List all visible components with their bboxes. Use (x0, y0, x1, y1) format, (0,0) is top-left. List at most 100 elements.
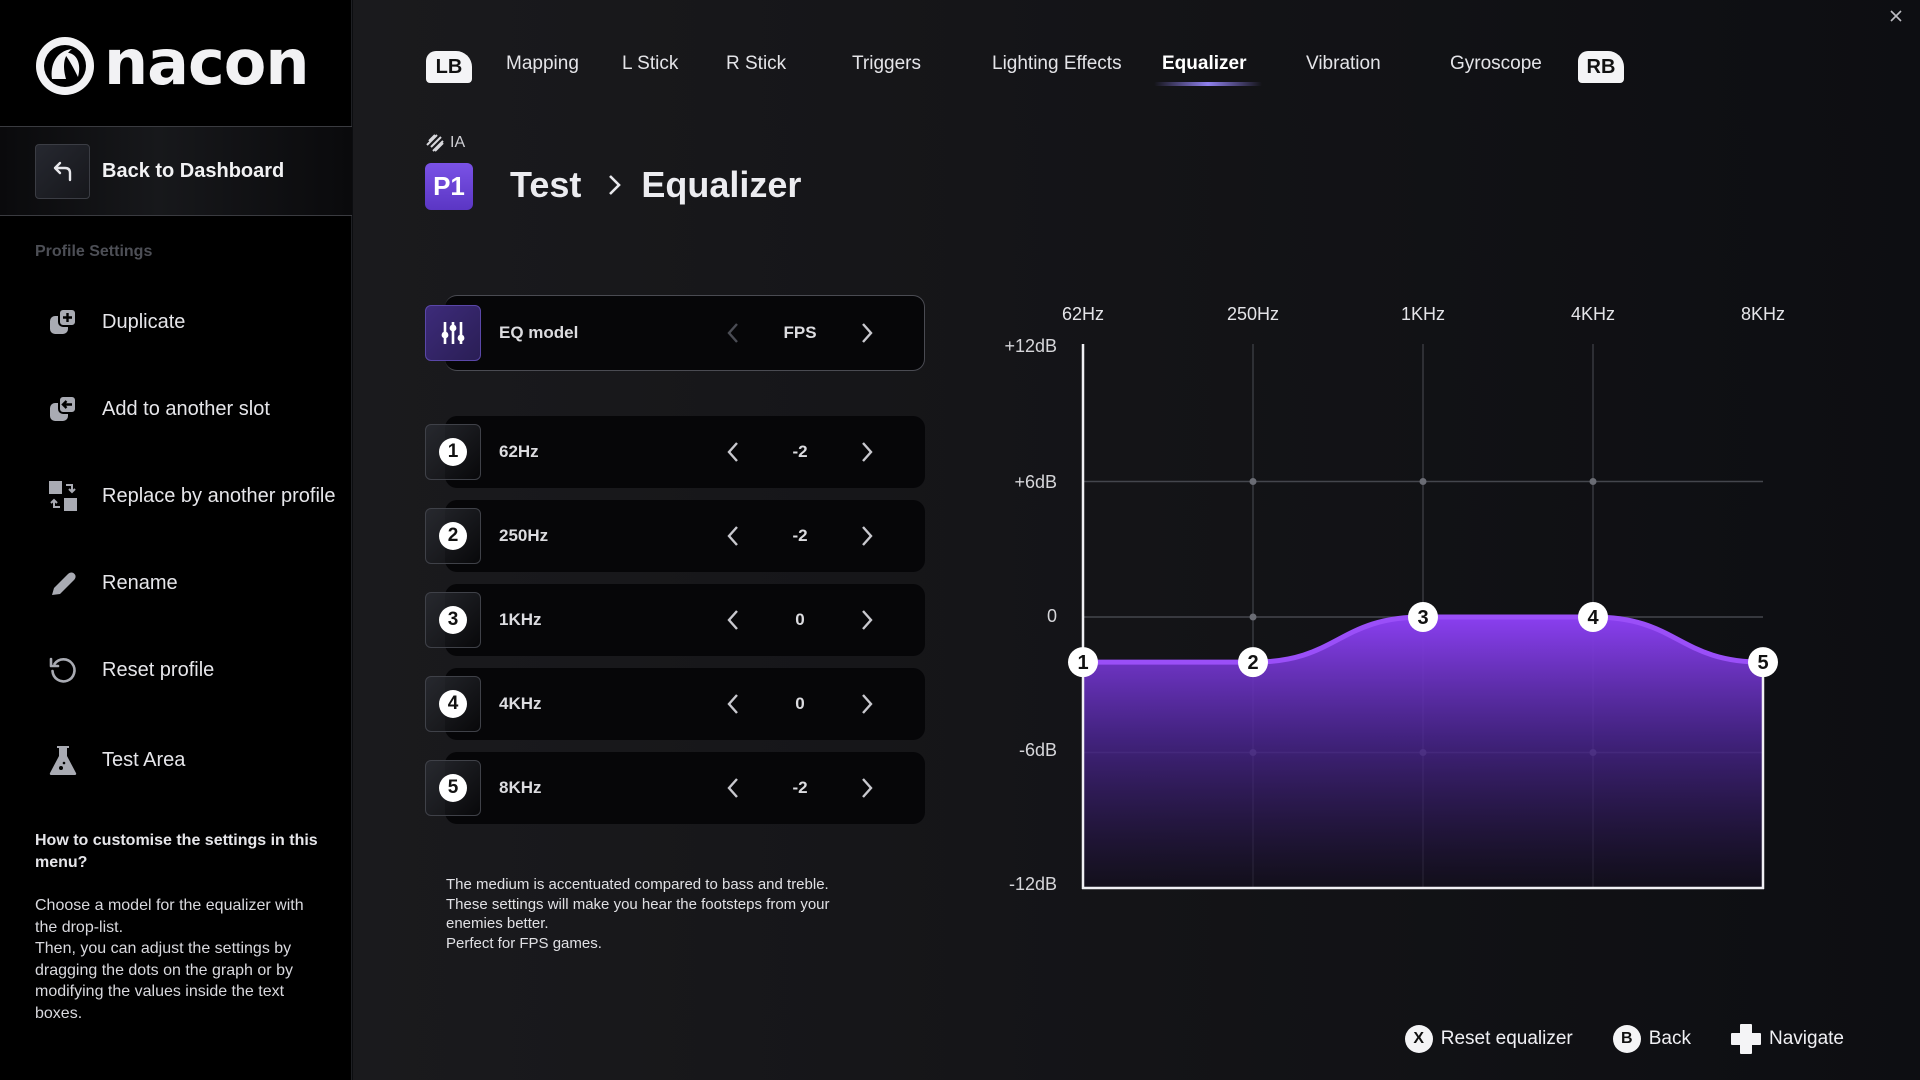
band-label: 8KHz (499, 778, 542, 797)
band-decrease-button[interactable] (719, 438, 747, 466)
band-decrease-button[interactable] (719, 690, 747, 718)
reset-icon (46, 653, 80, 687)
band-increase-button[interactable] (853, 438, 881, 466)
svg-text:3: 3 (1417, 607, 1428, 629)
replace-by-another-profile-label: Replace by another profile (102, 484, 336, 507)
help-title: How to customise the settings in this me… (35, 832, 318, 871)
tab-mapping[interactable]: Mapping (506, 53, 579, 74)
close-icon (1890, 10, 1902, 22)
chevron-right-icon (862, 323, 873, 343)
sidebar-item-test-area[interactable]: Test Area (0, 732, 352, 788)
band-row-62hz: 1 62Hz -2 (425, 416, 925, 488)
b-button-icon: B (1612, 1025, 1641, 1053)
dpad-icon (1731, 1024, 1761, 1054)
eq-model-label: EQ model (499, 323, 579, 342)
eq-point-2[interactable]: 2 (1238, 647, 1268, 678)
band-row-bg (445, 668, 925, 740)
back-arrow-icon (35, 143, 90, 199)
tab-triggers[interactable]: Triggers (852, 53, 921, 74)
breadcrumb-profile[interactable]: Test (510, 164, 582, 205)
chevron-right-icon (862, 442, 873, 462)
back-button[interactable]: B Back (1612, 1025, 1691, 1053)
y-tick-label: +12dB (1004, 336, 1057, 356)
rb-bumper-button[interactable]: RB (1578, 51, 1624, 83)
eq-drag-points[interactable]: 1 2 3 4 5 (1068, 602, 1778, 678)
band-decrease-button[interactable] (719, 774, 747, 802)
svg-text:1: 1 (1077, 652, 1088, 674)
band-value[interactable]: -2 (792, 442, 808, 461)
x-tick-label: 250Hz (1227, 304, 1279, 324)
active-tab-indicator (1154, 82, 1262, 86)
eq-model-next-button[interactable] (853, 319, 881, 347)
y-tick-label: +6dB (1014, 472, 1057, 492)
eq-point-3[interactable]: 3 (1408, 602, 1438, 632)
tab-lighting-effects[interactable]: Lighting Effects (992, 53, 1122, 74)
add-to-another-slot-label: Add to another slot (102, 397, 270, 420)
chevron-right-icon (862, 526, 873, 546)
graph-axes (1081, 344, 1765, 890)
band-number: 5 (439, 774, 467, 802)
band-row-bg (445, 752, 925, 824)
lb-bumper-button[interactable]: LB (426, 51, 472, 83)
band-label: 1KHz (499, 610, 542, 629)
close-button[interactable] (1886, 6, 1906, 26)
tab-equalizer[interactable]: Equalizer (1162, 53, 1247, 74)
eq-model-selector[interactable]: EQ model FPS (425, 295, 925, 371)
band-number-badge: 5 (425, 760, 481, 816)
y-tick-label: -12dB (1009, 874, 1057, 894)
eq-model-description: The medium is accentuated compared to ba… (446, 876, 830, 952)
pencil-icon (46, 566, 80, 600)
band-value[interactable]: -2 (792, 778, 808, 797)
sidebar-item-reset-profile[interactable]: Reset profile (0, 642, 352, 698)
band-value[interactable]: 0 (795, 610, 805, 629)
back-to-dashboard-button[interactable]: Back to Dashboard (0, 126, 352, 216)
eq-point-4[interactable]: 4 (1578, 602, 1608, 632)
breadcrumb-page: Equalizer (641, 164, 802, 205)
band-row-250hz: 2 250Hz -2 (425, 500, 925, 572)
sidebar-item-rename[interactable]: Rename (0, 555, 352, 611)
tab-gyroscope[interactable]: Gyroscope (1450, 53, 1542, 74)
band-increase-button[interactable] (853, 774, 881, 802)
sidebar: nacon Back to Dashboard Profile Settings… (0, 0, 352, 1080)
band-number: 4 (439, 690, 467, 718)
back-to-dashboard-label: Back to Dashboard (102, 159, 285, 182)
help-body: Choose a model for the equalizer with th… (35, 897, 304, 1022)
controller-hints: X Reset equalizer B Back Navigate (1404, 1024, 1844, 1054)
band-increase-button[interactable] (853, 522, 881, 550)
chevron-right-icon (862, 778, 873, 798)
svg-text:2: 2 (1247, 652, 1258, 674)
band-number: 3 (439, 606, 467, 634)
reset-equalizer-button[interactable]: X Reset equalizer (1404, 1025, 1573, 1053)
sidebar-item-duplicate[interactable]: Duplicate (0, 294, 352, 350)
band-value[interactable]: 0 (795, 694, 805, 713)
equalizer-graph[interactable]: 62Hz 250Hz 1KHz 4KHz 8KHz +12dB +6dB 0 -6dB -12d… (993, 290, 1853, 910)
eq-point-5[interactable]: 5 (1748, 647, 1778, 678)
band-increase-button[interactable] (853, 690, 881, 718)
band-decrease-button[interactable] (719, 522, 747, 550)
brand-name: nacon (104, 26, 309, 99)
breadcrumb: Test Equalizer (510, 164, 801, 206)
chevron-left-icon (727, 610, 738, 630)
band-label: 4KHz (499, 694, 542, 713)
band-row-bg (445, 584, 925, 656)
ia-tag: IA (426, 134, 465, 152)
profile-badge: P1 (425, 163, 473, 210)
band-increase-button[interactable] (853, 606, 881, 634)
band-value[interactable]: -2 (792, 526, 808, 545)
eq-curve-area (1083, 617, 1763, 888)
tab-l-stick[interactable]: L Stick (622, 53, 679, 74)
tab-r-stick[interactable]: R Stick (726, 53, 787, 74)
navigate-label: Navigate (1769, 1028, 1844, 1049)
eq-model-prev-button[interactable] (719, 319, 747, 347)
band-row-bg (445, 416, 925, 488)
chevron-left-icon (727, 778, 738, 798)
band-decrease-button[interactable] (719, 606, 747, 634)
tab-vibration[interactable]: Vibration (1306, 53, 1381, 74)
eq-point-1[interactable]: 1 (1068, 647, 1098, 678)
y-tick-label: -6dB (1019, 740, 1057, 760)
sidebar-item-replace-by-another-profile[interactable]: Replace by another profile (0, 468, 352, 524)
band-number: 1 (439, 438, 467, 466)
sidebar-item-add-to-another-slot[interactable]: Add to another slot (0, 381, 352, 437)
chevron-right-icon (862, 694, 873, 714)
replace-icon (46, 479, 80, 513)
